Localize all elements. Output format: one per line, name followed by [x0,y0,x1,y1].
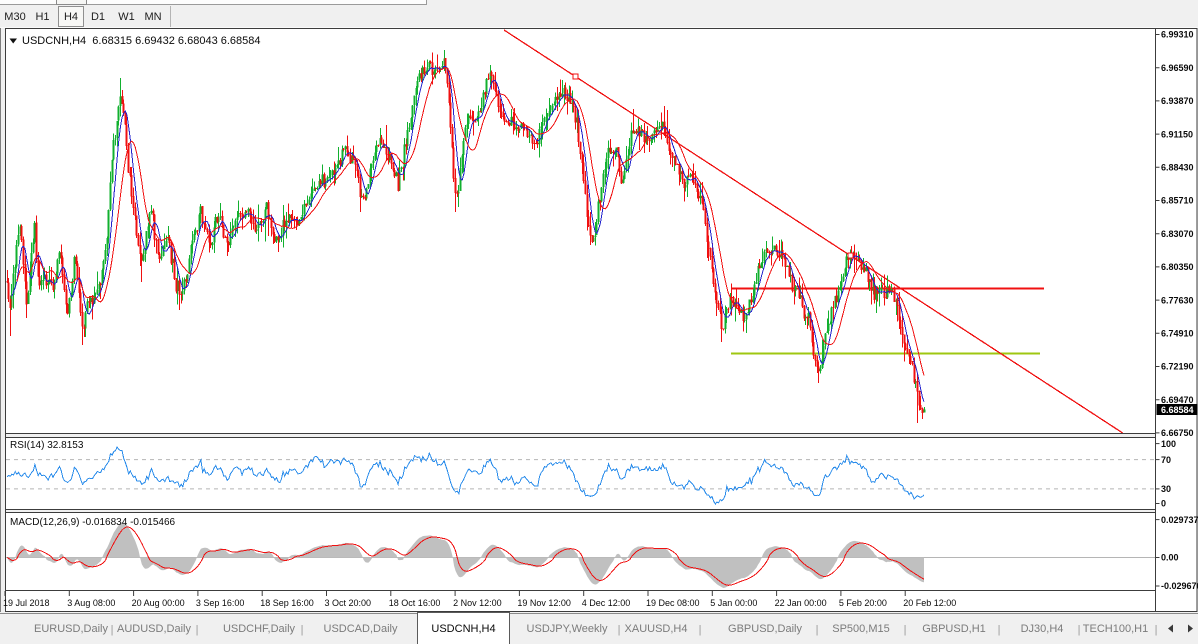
svg-text:19 Nov 12:00: 19 Nov 12:00 [517,598,571,608]
svg-text:6.93870: 6.93870 [1161,96,1194,106]
svg-text:6.77630: 6.77630 [1161,295,1194,305]
svg-text:USDCNH,H4: USDCNH,H4 [431,623,495,635]
svg-text:70: 70 [1161,455,1171,465]
svg-text:SP500,M15: SP500,M15 [832,623,889,635]
svg-text:6.69470: 6.69470 [1161,395,1194,405]
svg-text:5 Feb 20:00: 5 Feb 20:00 [839,598,887,608]
svg-text:MN: MN [144,11,161,23]
svg-text:|: | [111,624,114,636]
svg-text:|: | [618,624,621,636]
svg-text:18 Sep 16:00: 18 Sep 16:00 [260,598,314,608]
svg-text:H4: H4 [64,11,78,23]
svg-text:4 Dec 12:00: 4 Dec 12:00 [582,598,631,608]
svg-text:6.85710: 6.85710 [1161,196,1194,206]
svg-text:6.68584: 6.68584 [1161,405,1194,415]
svg-text:6.72190: 6.72190 [1161,362,1194,372]
svg-text:6.91150: 6.91150 [1161,129,1193,139]
svg-text:6.66750: 6.66750 [1161,428,1194,438]
svg-text:6.83070: 6.83070 [1161,229,1194,239]
svg-text:6.96590: 6.96590 [1161,63,1194,73]
svg-text:GBPUSD,H1: GBPUSD,H1 [922,623,986,635]
svg-text:|: | [699,624,702,636]
svg-text:|: | [904,624,907,636]
svg-text:-0.029676: -0.029676 [1161,581,1198,591]
svg-text:6.74910: 6.74910 [1161,329,1194,339]
svg-text:0.029737: 0.029737 [1161,515,1198,525]
svg-text:H1: H1 [35,11,49,23]
svg-text:0: 0 [1161,499,1166,509]
svg-text:20 Aug 00:00: 20 Aug 00:00 [132,598,185,608]
svg-text:6.80350: 6.80350 [1161,262,1194,272]
svg-text:6.99310: 6.99310 [1161,30,1194,40]
svg-text:19 Dec 08:00: 19 Dec 08:00 [646,598,700,608]
svg-text:DJ30,H4: DJ30,H4 [1021,623,1064,635]
svg-text:M30: M30 [4,11,25,23]
svg-text:|: | [301,624,304,636]
svg-text:USDCNH,H4 6.68315 6.69432 6.6: USDCNH,H4 6.68315 6.69432 6.68043 6.6858… [22,35,261,47]
svg-text:W1: W1 [118,11,135,23]
svg-text:18 Oct 16:00: 18 Oct 16:00 [389,598,441,608]
svg-text:22 Jan 00:00: 22 Jan 00:00 [775,598,827,608]
svg-text:100: 100 [1161,439,1176,449]
svg-text:USDJPY,Weekly: USDJPY,Weekly [527,623,608,635]
svg-text:|: | [816,624,819,636]
svg-text:|: | [998,624,1001,636]
svg-text:MACD(12,26,9) -0.016834 -0.015: MACD(12,26,9) -0.016834 -0.015466 [10,517,176,528]
svg-text:0.00: 0.00 [1161,553,1179,563]
svg-text:EURUSD,Daily: EURUSD,Daily [34,623,108,635]
svg-text:3 Aug 08:00: 3 Aug 08:00 [67,598,115,608]
svg-text:30: 30 [1161,484,1171,494]
svg-text:TECH100,H1: TECH100,H1 [1083,623,1148,635]
svg-text:|: | [1078,624,1081,636]
svg-text:RSI(14) 32.8153: RSI(14) 32.8153 [10,440,84,451]
svg-text:6.88430: 6.88430 [1161,163,1194,173]
svg-text:|: | [1155,624,1158,636]
svg-text:|: | [196,624,199,636]
svg-text:3 Oct 20:00: 3 Oct 20:00 [325,598,372,608]
svg-text:USDCAD,Daily: USDCAD,Daily [324,623,398,635]
svg-text:19 Jul 2018: 19 Jul 2018 [3,598,50,608]
svg-text:USDCHF,Daily: USDCHF,Daily [223,623,296,635]
svg-text:20 Feb 12:00: 20 Feb 12:00 [903,598,956,608]
svg-text:AUDUSD,Daily: AUDUSD,Daily [117,623,191,635]
svg-text:3 Sep 16:00: 3 Sep 16:00 [196,598,245,608]
svg-text:GBPUSD,Daily: GBPUSD,Daily [728,623,802,635]
svg-text:5 Jan 00:00: 5 Jan 00:00 [710,598,757,608]
svg-text:D1: D1 [91,11,105,23]
svg-text:2 Nov 12:00: 2 Nov 12:00 [453,598,502,608]
svg-text:XAUUSD,H4: XAUUSD,H4 [625,623,688,635]
